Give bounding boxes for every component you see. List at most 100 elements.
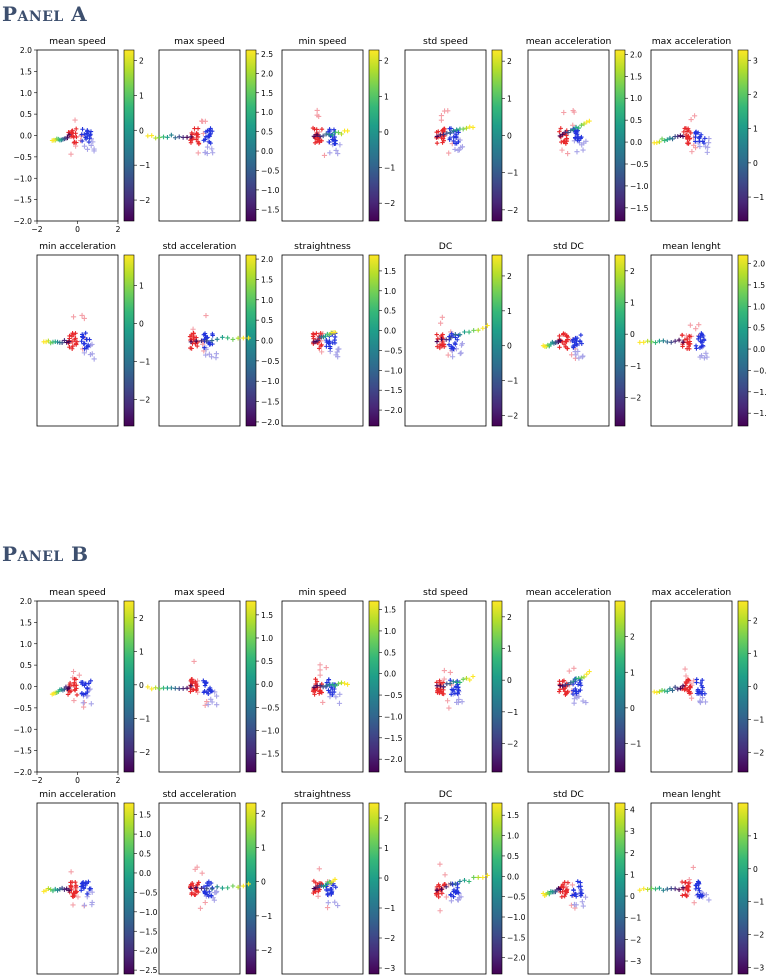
- scatter-point: [209, 688, 215, 694]
- scatter-point: [187, 885, 193, 890]
- scatter-point: [697, 699, 704, 706]
- scatter-point: [686, 678, 692, 683]
- scatter-point: [580, 147, 586, 153]
- colorbar: [491, 49, 503, 222]
- scatter-point: [72, 676, 77, 682]
- scatter-point: [74, 134, 79, 140]
- scatter-point: [568, 902, 575, 908]
- colorbar-tick-label: 2: [507, 272, 512, 281]
- colorbar-tick-label: 0.0: [384, 670, 396, 679]
- scatter-point: [645, 338, 650, 344]
- colorbar: [368, 254, 380, 427]
- scatter-point: [64, 886, 70, 892]
- x-tick-label: 0: [75, 225, 80, 234]
- scatter-point: [188, 886, 194, 891]
- colorbar-tick-label: 0: [753, 159, 758, 168]
- scatter-point: [441, 676, 447, 682]
- scatter-point: [88, 701, 94, 707]
- colorbar-tick-label: 1.0: [753, 302, 765, 311]
- scatter-point: [485, 873, 490, 878]
- scatter-point: [345, 128, 350, 134]
- colorbar-tick-label: 1: [507, 645, 512, 654]
- scatter-point: [310, 125, 316, 131]
- colorbar-tick-label: −1: [753, 193, 764, 202]
- subplot-title: mean lenght: [662, 789, 721, 800]
- scatter-point: [73, 883, 79, 888]
- scatter-point: [195, 126, 201, 131]
- scatter-point: [327, 690, 333, 695]
- scatter-point: [457, 879, 463, 884]
- scatter-point: [688, 685, 693, 690]
- scatter-point: [464, 125, 469, 131]
- colorbar-tick-label: −1.0: [384, 712, 403, 721]
- scatter-point: [317, 139, 322, 145]
- scatter-point: [80, 679, 85, 685]
- scatter-point: [574, 149, 580, 155]
- scatter-point: [195, 889, 201, 895]
- scatter-point: [450, 345, 455, 350]
- scatter-point: [336, 346, 342, 352]
- scatter-point: [453, 342, 458, 347]
- colorbar-tick-label: 2: [139, 614, 144, 623]
- plot-frame: [36, 600, 119, 773]
- scatter-point: [333, 694, 339, 700]
- scatter-point: [68, 869, 74, 875]
- scatter-point: [457, 350, 463, 357]
- scatter-point: [573, 891, 578, 897]
- scatter-point: [73, 331, 78, 336]
- scatter-point: [241, 335, 246, 341]
- colorbar-tick-label: −1.0: [261, 726, 280, 735]
- colorbar-tick-label: 2: [384, 57, 389, 66]
- scatter-point: [67, 680, 73, 686]
- colorbar-tick-label: 1.5: [139, 811, 151, 820]
- scatter-point: [579, 899, 585, 905]
- scatter-point: [561, 341, 567, 347]
- scatter-point: [564, 333, 569, 338]
- scatter-point: [698, 680, 704, 686]
- scatter-point: [91, 146, 97, 152]
- y-tick-label: −1.5: [14, 196, 33, 205]
- scatter-point: [442, 882, 447, 887]
- scatter-point: [82, 683, 87, 688]
- colorbar: [245, 49, 257, 222]
- colorbar-tick-label: 1: [139, 281, 144, 290]
- y-tick-label: 1.5: [20, 618, 32, 627]
- scatter-point: [72, 687, 77, 692]
- scatter-point: [199, 870, 205, 876]
- colorbar-tick-label: 0.5: [507, 852, 519, 861]
- subplot-0: mean speed 2 1 0 −1 −2 2.0 1.5 1.0 0.5 0.0 −0.5 −1.0…: [14, 587, 151, 785]
- scatter-point: [447, 137, 452, 142]
- scatter-point: [192, 892, 197, 898]
- colorbar-tick-label: 1.0: [630, 94, 642, 103]
- colorbar: [245, 600, 257, 773]
- scatter-point: [200, 130, 206, 137]
- scatter-point: [576, 355, 582, 361]
- scatter-point: [680, 885, 686, 890]
- scatter-point: [703, 350, 709, 356]
- colorbar-tick-label: −2: [630, 394, 641, 403]
- scatter-point: [704, 354, 710, 360]
- scatter-point: [706, 897, 712, 903]
- scatter-point: [459, 341, 466, 347]
- colorbar-tick-label: 1.5: [261, 89, 273, 98]
- scatter-point: [165, 135, 170, 140]
- scatter-point: [697, 139, 702, 144]
- scatter-point: [471, 875, 476, 880]
- scatter-point: [57, 887, 63, 892]
- plot-frame: [650, 254, 733, 427]
- scatter-point: [573, 894, 579, 899]
- scatter-point: [451, 894, 456, 899]
- scatter-point: [693, 326, 699, 332]
- scatter-point: [67, 345, 72, 350]
- scatter-point: [176, 686, 182, 691]
- scatter-point: [207, 132, 212, 138]
- scatter-point: [324, 344, 329, 349]
- scatter-point: [184, 685, 190, 691]
- scatter-point: [687, 339, 693, 344]
- subplot-7: std acceleration 2 1 0 −1 −2: [158, 789, 272, 975]
- colorbar-tick-label: 1: [753, 650, 758, 659]
- colorbar: [491, 254, 503, 427]
- scatter-point: [558, 126, 563, 131]
- scatter-point: [557, 345, 562, 350]
- y-tick-label: 1.0: [20, 89, 32, 98]
